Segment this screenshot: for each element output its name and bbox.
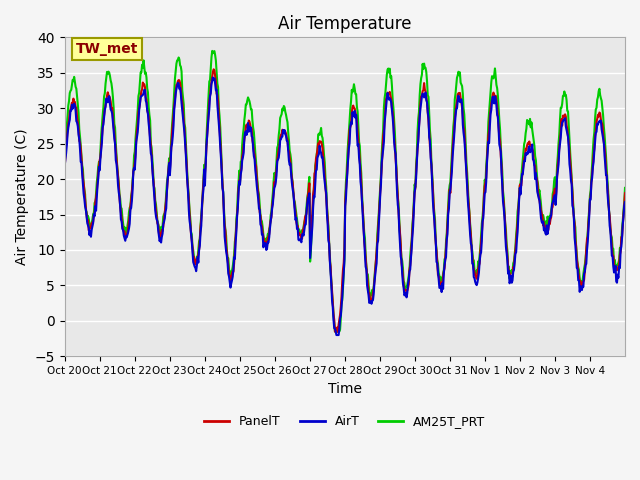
AirT bbox=[209, 74, 217, 80]
AM25T_PRT bbox=[61, 156, 68, 162]
AirT bbox=[279, 127, 287, 133]
Legend: PanelT, AirT, AM25T_PRT: PanelT, AirT, AM25T_PRT bbox=[199, 410, 490, 433]
AM25T_PRT bbox=[230, 251, 238, 257]
AirT bbox=[230, 254, 238, 260]
AM25T_PRT bbox=[209, 48, 216, 54]
AM25T_PRT bbox=[331, 329, 339, 335]
AirT bbox=[436, 285, 444, 291]
PanelT bbox=[258, 224, 266, 229]
AirT bbox=[621, 199, 629, 205]
PanelT bbox=[230, 260, 238, 266]
AM25T_PRT bbox=[279, 108, 287, 113]
AirT bbox=[127, 207, 134, 213]
PanelT bbox=[127, 204, 134, 209]
AirT bbox=[404, 281, 412, 287]
X-axis label: Time: Time bbox=[328, 382, 362, 396]
PanelT bbox=[621, 190, 629, 196]
Line: PanelT: PanelT bbox=[65, 69, 625, 332]
Line: AM25T_PRT: AM25T_PRT bbox=[65, 51, 625, 332]
Text: TW_met: TW_met bbox=[76, 42, 138, 56]
PanelT bbox=[334, 329, 342, 335]
PanelT bbox=[61, 164, 68, 170]
Line: AirT: AirT bbox=[65, 77, 625, 335]
PanelT bbox=[436, 278, 444, 284]
AirT bbox=[333, 332, 340, 338]
AM25T_PRT bbox=[621, 185, 629, 191]
Title: Air Temperature: Air Temperature bbox=[278, 15, 412, 33]
PanelT bbox=[279, 129, 287, 135]
AirT bbox=[61, 164, 68, 169]
PanelT bbox=[210, 66, 218, 72]
AirT bbox=[258, 232, 266, 238]
AM25T_PRT bbox=[127, 203, 134, 209]
AM25T_PRT bbox=[258, 218, 266, 224]
AM25T_PRT bbox=[404, 277, 412, 283]
PanelT bbox=[404, 285, 412, 291]
AM25T_PRT bbox=[436, 273, 444, 279]
Y-axis label: Air Temperature (C): Air Temperature (C) bbox=[15, 129, 29, 265]
